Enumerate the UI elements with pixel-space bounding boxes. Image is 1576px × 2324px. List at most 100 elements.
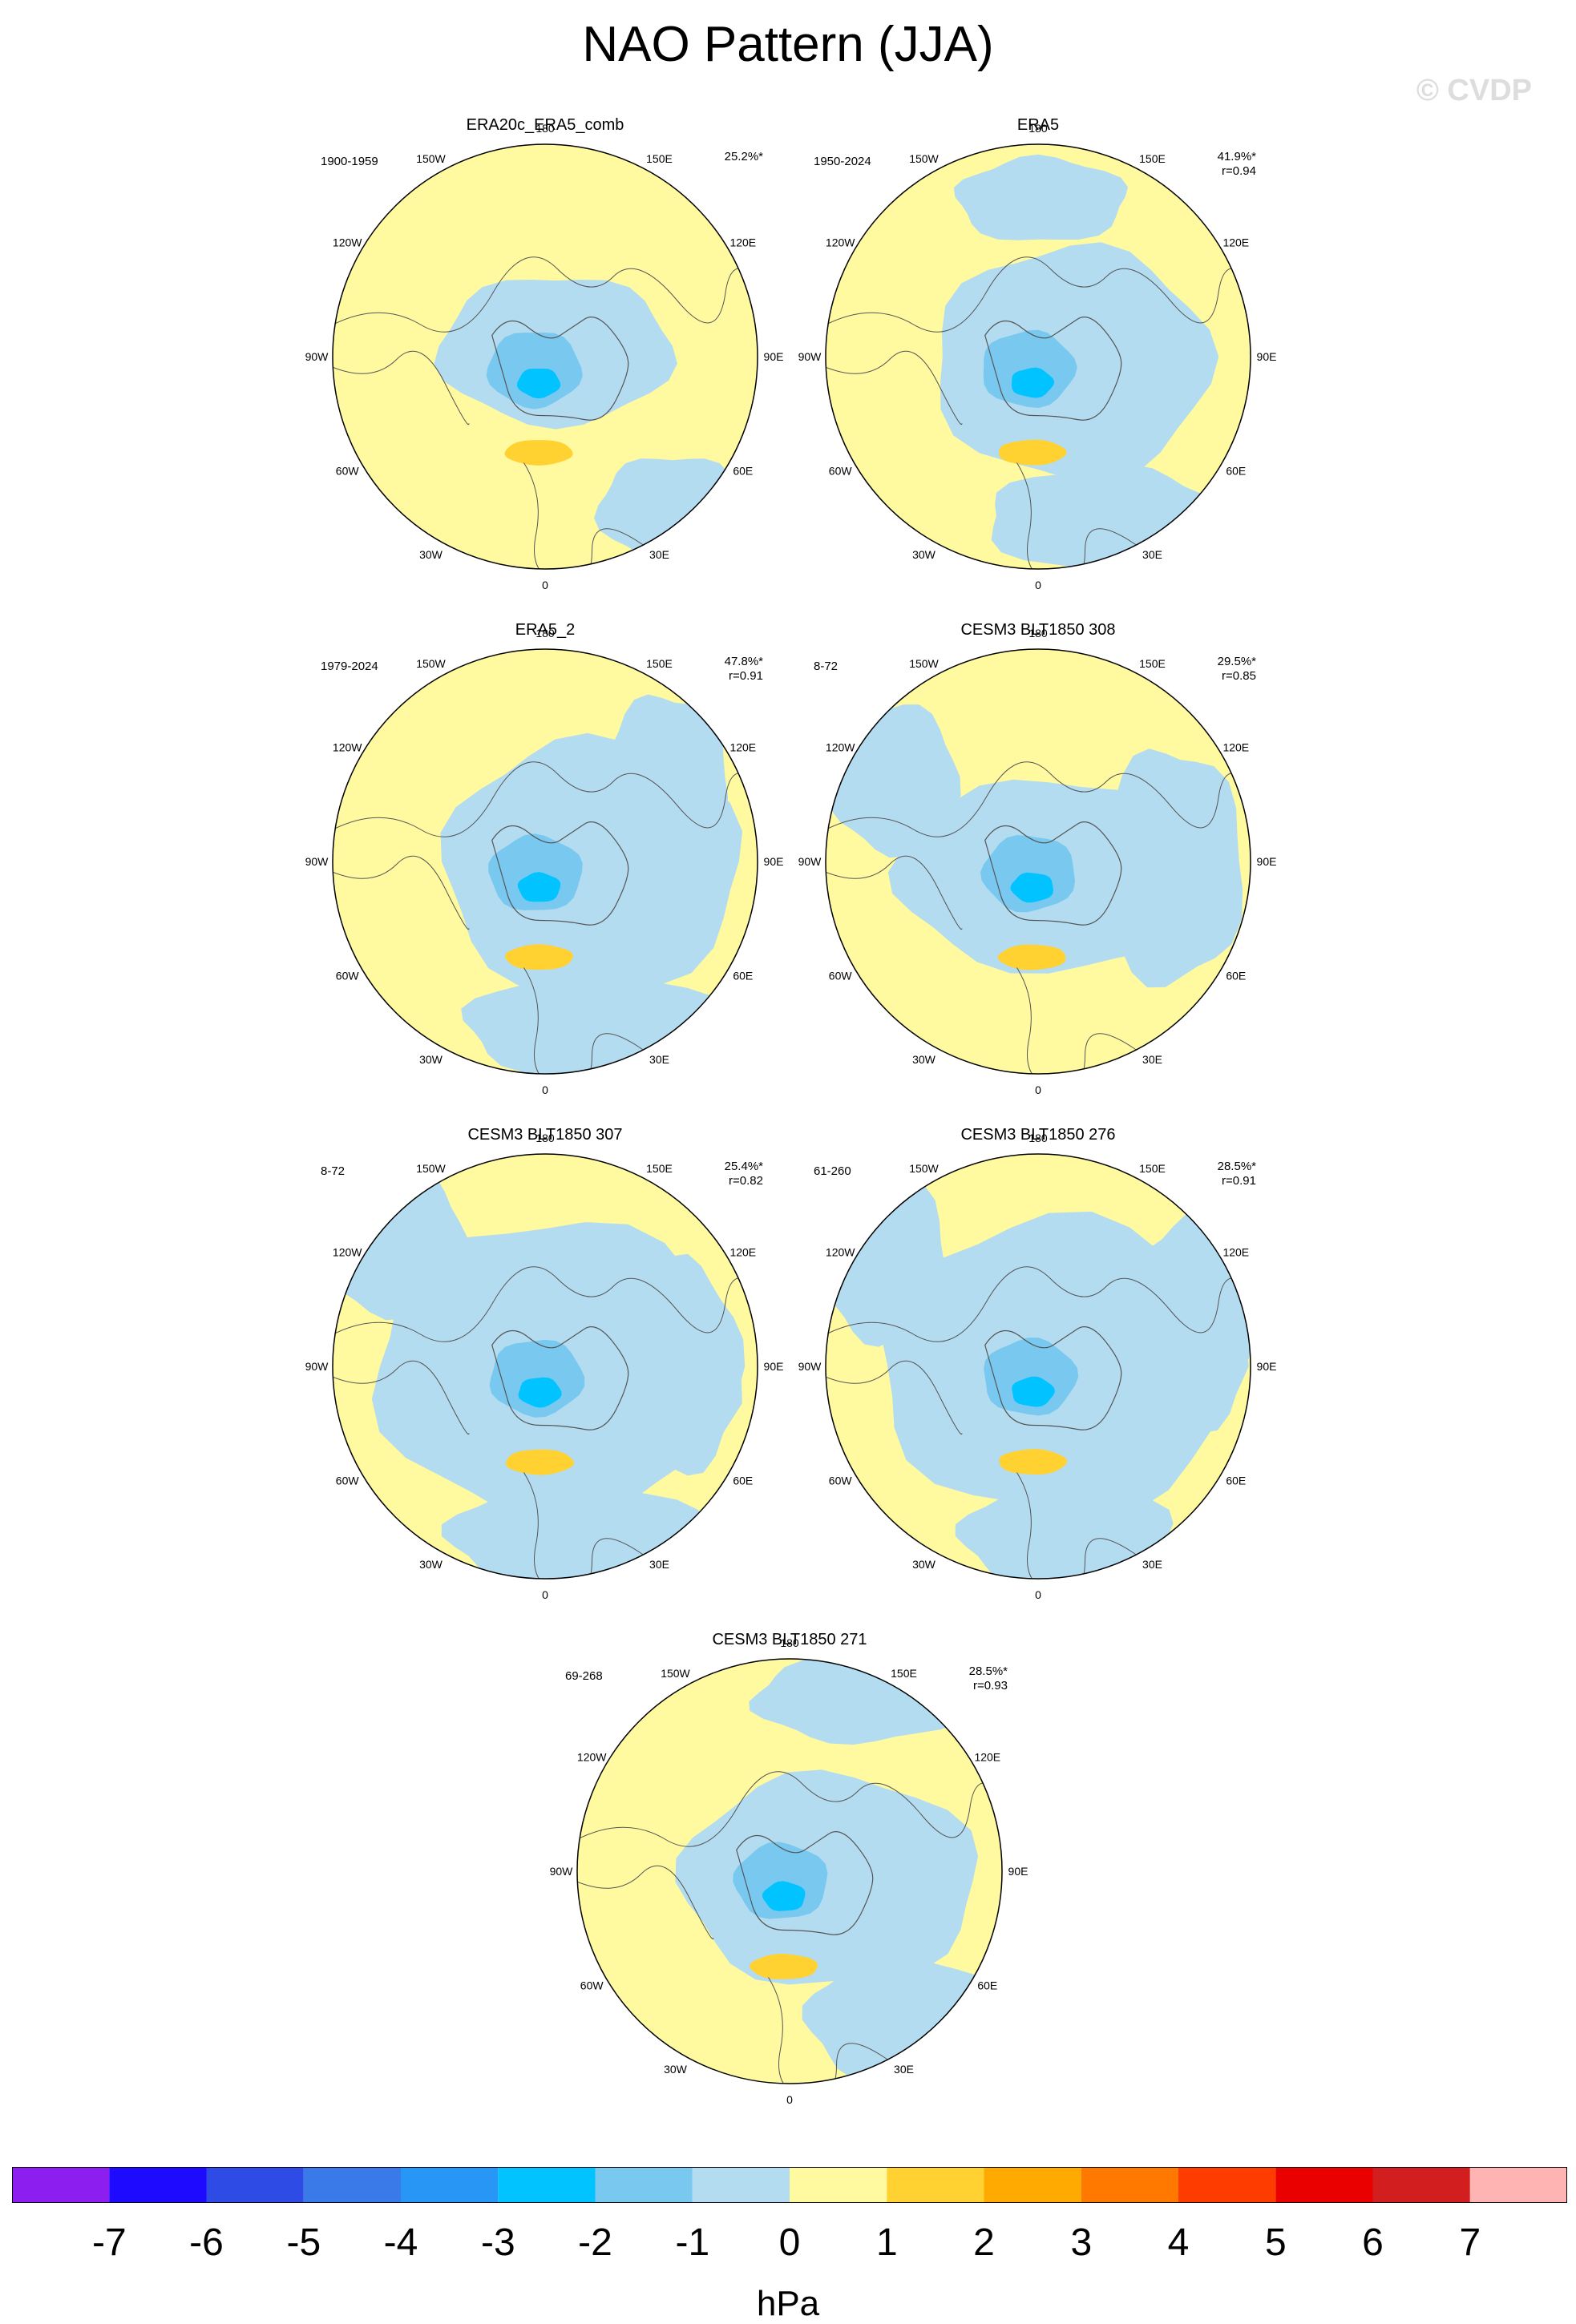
polar-map: 180 150E 120E 90E 60E 30E 0 30W 60W 90W 120W 150W	[798, 122, 1277, 591]
longitude-label: 90W	[798, 350, 822, 363]
longitude-label: 150E	[1139, 152, 1166, 165]
panel-title: CESM3 BLT1850 271	[712, 1631, 867, 1648]
longitude-label: 30W	[419, 1053, 443, 1066]
longitude-label: 90E	[764, 855, 784, 868]
longitude-label: 120W	[826, 741, 855, 754]
longitude-label: 120E	[1222, 741, 1249, 754]
map-border	[332, 143, 758, 570]
longitude-label: 90E	[764, 350, 784, 363]
panel-title: CESM3 BLT1850 276	[960, 1126, 1116, 1144]
continent-coastline	[577, 1865, 714, 1940]
negative-anomaly-region	[955, 1479, 1174, 1579]
panel-stats: 28.5%* r=0.93	[969, 1664, 1008, 1693]
longitude-label: 60W	[336, 1475, 360, 1487]
explained-variance: 25.4%*	[724, 1160, 763, 1173]
longitude-label: 180	[1028, 122, 1048, 135]
longitude-label: 30E	[1142, 1558, 1162, 1571]
longitude-label: 30E	[649, 1053, 669, 1066]
continent-coastline	[826, 1266, 1251, 1342]
longitude-label: 90W	[305, 1360, 329, 1373]
colorbar-tick-label: 6	[1362, 2221, 1384, 2264]
longitude-label: 30W	[912, 1558, 936, 1571]
colorbar-tick-label: -3	[481, 2221, 515, 2264]
continent-coastline	[333, 1266, 758, 1342]
panel-stats: 25.2%*	[725, 150, 763, 164]
longitude-label: 150E	[646, 1162, 673, 1175]
longitude-label: 90E	[1008, 1865, 1028, 1878]
low-center-region	[762, 1881, 806, 1911]
colorbar-segment	[887, 2167, 984, 2203]
colorbar-tick-label: 2	[973, 2221, 995, 2264]
longitude-label: 30E	[649, 1558, 669, 1571]
longitude-label: 120E	[729, 236, 756, 249]
panel-stats: 47.8%* r=0.91	[725, 655, 763, 684]
panel-title: ERA20c_ERA5_comb	[466, 116, 624, 134]
colorbar-segment	[692, 2167, 790, 2203]
low-center-region	[517, 872, 561, 902]
colorbar-segment	[1081, 2167, 1179, 2203]
longitude-label: 180	[535, 1132, 555, 1144]
negative-anomaly-region	[614, 1253, 746, 1476]
longitude-label: 120W	[826, 236, 855, 249]
low-center-region	[1010, 872, 1053, 903]
panel-title: ERA5_2	[515, 621, 576, 639]
map-panel: 180 150E 120E 90E 60E 30E 0 30W 60W 90W 120W 150W CE…	[782, 1126, 1295, 1607]
continent-coastline	[333, 761, 758, 837]
longitude-label: 60E	[1226, 1475, 1246, 1487]
continent-coastline	[826, 256, 1251, 333]
explained-variance: 25.2%*	[724, 150, 763, 163]
colorbar-segment	[109, 2167, 207, 2203]
longitude-label: 90W	[305, 855, 329, 868]
colorbar-tick-label: 7	[1459, 2221, 1481, 2264]
panel-stats: 29.5%* r=0.85	[1218, 655, 1256, 684]
map-border	[825, 1153, 1251, 1580]
longitude-label: 90E	[1257, 350, 1277, 363]
low-center-region	[518, 1377, 562, 1408]
colorbar-tick-label: 4	[1168, 2221, 1190, 2264]
colorbar-tick-label: -4	[384, 2221, 418, 2264]
continent-coastline	[826, 761, 1251, 837]
polar-map: 180 150E 120E 90E 60E 30E 0 30W 60W 90W 120W 150W	[798, 1132, 1277, 1601]
longitude-label: 120E	[974, 1751, 1000, 1764]
longitude-label: 150W	[661, 1667, 690, 1680]
longitude-label: 150E	[646, 657, 673, 670]
longitude-label: 180	[780, 1636, 799, 1649]
colorbar-segment	[1372, 2167, 1470, 2203]
longitude-label: 150W	[416, 1162, 446, 1175]
longitude-label: 30W	[419, 1558, 443, 1571]
map-panel: 180 150E 120E 90E 60E 30E 0 30W 60W 90W 120W 150W CE…	[289, 1126, 802, 1607]
longitude-label: 60W	[829, 970, 853, 982]
continent-coastline	[333, 256, 758, 333]
longitude-label: 180	[1028, 627, 1048, 640]
longitude-label: 60W	[829, 1475, 853, 1487]
longitude-label: 60E	[733, 970, 753, 982]
positive-anomaly-region	[504, 440, 573, 466]
explained-variance: 28.5%*	[968, 1664, 1008, 1678]
longitude-label: 60E	[733, 1475, 753, 1487]
longitude-label: 150W	[909, 152, 939, 165]
panel-stats: 41.9%* r=0.94	[1218, 150, 1256, 179]
greenland-coastline	[736, 1831, 874, 1935]
low-core-region	[984, 1338, 1079, 1416]
colorbar-segment	[206, 2167, 304, 2203]
longitude-label: 120W	[826, 1246, 855, 1259]
map-panel: 180 150E 120E 90E 60E 30E 0 30W 60W 90W 120W 150W CE…	[782, 621, 1295, 1102]
greenland-coastline	[491, 821, 629, 926]
colorbar: -7 -6 -5 -4 -3 -2 -1 0 1 2 3 4 5 6 7	[12, 2167, 1567, 2264]
colorbar-tick-label: -6	[189, 2221, 224, 2264]
map-border	[825, 143, 1251, 570]
longitude-label: 30E	[649, 548, 669, 561]
longitude-label: 150E	[646, 152, 673, 165]
colorbar-unit: hPa	[756, 2284, 820, 2323]
longitude-label: 90W	[550, 1865, 574, 1878]
map-panel: 180 150E 120E 90E 60E 30E 0 30W 60W 90W 120W 150W CE…	[533, 1631, 1046, 2112]
polar-map: 180 150E 120E 90E 60E 30E 0 30W 60W 90W 120W 150W	[305, 627, 784, 1096]
colorbar-tick-label: -1	[675, 2221, 709, 2264]
greenland-coastline	[984, 1326, 1122, 1430]
colorbar-segment	[1275, 2167, 1373, 2203]
longitude-label: 120W	[333, 1246, 362, 1259]
longitude-label: 0	[542, 1588, 548, 1601]
longitude-label: 60W	[336, 970, 360, 982]
explained-variance: 41.9%*	[1217, 150, 1256, 163]
longitude-label: 150W	[909, 657, 939, 670]
